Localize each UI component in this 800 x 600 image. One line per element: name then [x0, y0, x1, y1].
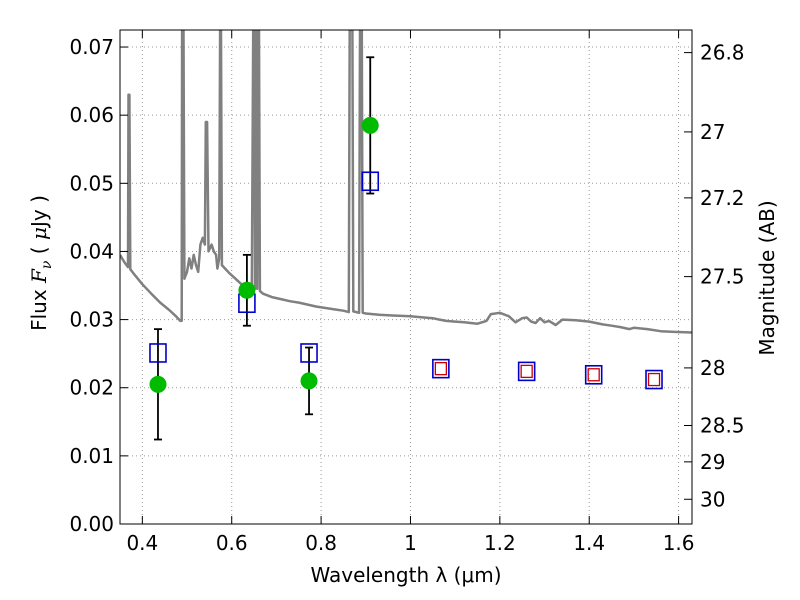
observed-flux-point: [149, 375, 167, 393]
x-tick-label: 1.6: [663, 531, 695, 555]
x-tick-label: 0.4: [126, 531, 158, 555]
sed-model-line: [120, 30, 692, 334]
plot-area: [120, 30, 692, 441]
y-axis-label-subscript: ν: [39, 260, 55, 269]
y-tick-label: 0.03: [69, 308, 114, 332]
observed-flux-point: [300, 372, 318, 390]
y-axis-label-part: Jy ): [27, 195, 51, 229]
y2-tick-label: 27.2: [700, 186, 745, 210]
predicted-photometry-square: [434, 361, 448, 376]
secondary-y-axis-label: Magnitude (AB): [755, 200, 779, 355]
y-tick-label: 0.06: [69, 103, 114, 127]
y2-tick-label: 29: [700, 450, 725, 474]
y-tick-label: 0.02: [69, 376, 114, 400]
x-tick-label: 0.8: [305, 531, 337, 555]
model-photometry-square: [517, 361, 536, 382]
x-axis-label: Wavelength λ (μm): [310, 563, 501, 587]
y-axis-label-symbol: F: [27, 268, 51, 284]
model-photometry-square: [645, 369, 663, 390]
y-tick-label: 0.07: [69, 35, 114, 59]
model-photometry-square: [300, 343, 318, 363]
y2-tick-label: 28: [700, 356, 725, 380]
y-axis-label-part: Flux: [27, 283, 51, 331]
y-axis-label-part: (: [27, 240, 51, 261]
grid: [120, 30, 692, 525]
y-tick-label: 0.04: [69, 239, 114, 263]
predicted-photometry-square: [520, 364, 533, 379]
predicted-photometry-square: [647, 372, 661, 387]
model-photometry-square: [149, 343, 167, 363]
y-axis-label-mu: μ: [27, 227, 51, 240]
x-tick-label: 1: [404, 531, 417, 555]
y2-tick-label: 27: [700, 120, 725, 144]
y-tick-label: 0.05: [69, 171, 114, 195]
x-tick-label: 1.2: [484, 531, 516, 555]
predicted-photometry-square: [587, 368, 600, 382]
ticks: 0.4 0.6 0.8 1 1.2 1.4 1.6 0.00 0.01 0.02 0.03 0.04 0…: [69, 30, 745, 555]
y2-tick-label: 27.5: [700, 265, 745, 289]
y2-tick-label: 28.5: [700, 414, 745, 438]
observed-flux-point: [361, 116, 379, 134]
model-photometry-square: [361, 171, 380, 192]
y-axis-label: Flux Fν ( μJy ): [27, 195, 55, 331]
x-tick-label: 1.4: [573, 531, 605, 555]
y2-tick-label: 26.8: [700, 41, 745, 65]
x-tick-label: 0.6: [216, 531, 248, 555]
observed-flux-point: [238, 281, 256, 299]
model-photometry-square: [432, 358, 450, 379]
plot-frame: [119, 29, 693, 525]
y2-tick-label: 30: [700, 487, 725, 511]
y-tick-label: 0.00: [69, 512, 114, 536]
model-photometry-square: [584, 364, 603, 385]
y-tick-label: 0.01: [69, 444, 114, 468]
